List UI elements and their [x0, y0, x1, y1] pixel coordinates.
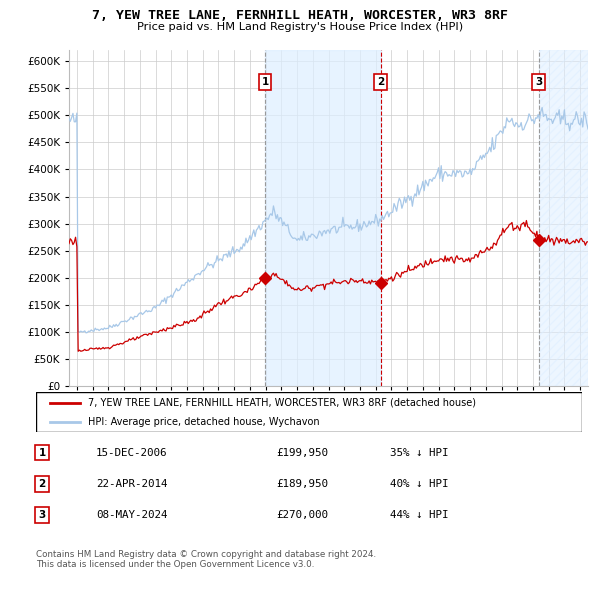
Text: 3: 3 [38, 510, 46, 520]
Text: 1: 1 [38, 448, 46, 457]
Text: £270,000: £270,000 [276, 510, 328, 520]
Text: Contains HM Land Registry data © Crown copyright and database right 2024.
This d: Contains HM Land Registry data © Crown c… [36, 550, 376, 569]
Text: 08-MAY-2024: 08-MAY-2024 [96, 510, 167, 520]
Text: HPI: Average price, detached house, Wychavon: HPI: Average price, detached house, Wych… [88, 417, 319, 427]
Text: Price paid vs. HM Land Registry's House Price Index (HPI): Price paid vs. HM Land Registry's House … [137, 22, 463, 32]
Bar [539, 50, 588, 386]
Text: £189,950: £189,950 [276, 479, 328, 489]
Text: 15-DEC-2006: 15-DEC-2006 [96, 448, 167, 457]
Text: 2: 2 [38, 479, 46, 489]
Bar [265, 50, 380, 386]
Text: £199,950: £199,950 [276, 448, 328, 457]
FancyBboxPatch shape [36, 392, 582, 432]
Text: 44% ↓ HPI: 44% ↓ HPI [390, 510, 449, 520]
Text: 22-APR-2014: 22-APR-2014 [96, 479, 167, 489]
Text: 2: 2 [377, 77, 384, 87]
Text: 3: 3 [535, 77, 542, 87]
Text: 1: 1 [262, 77, 269, 87]
Text: 35% ↓ HPI: 35% ↓ HPI [390, 448, 449, 457]
Text: 40% ↓ HPI: 40% ↓ HPI [390, 479, 449, 489]
Text: 7, YEW TREE LANE, FERNHILL HEATH, WORCESTER, WR3 8RF: 7, YEW TREE LANE, FERNHILL HEATH, WORCES… [92, 9, 508, 22]
Text: 7, YEW TREE LANE, FERNHILL HEATH, WORCESTER, WR3 8RF (detached house): 7, YEW TREE LANE, FERNHILL HEATH, WORCES… [88, 398, 476, 408]
